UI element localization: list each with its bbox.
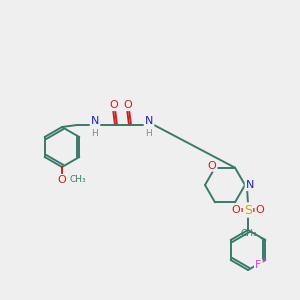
Text: N: N bbox=[246, 180, 254, 190]
Text: O: O bbox=[208, 161, 216, 171]
Text: O: O bbox=[110, 100, 118, 110]
Text: O: O bbox=[58, 175, 66, 185]
Text: N: N bbox=[91, 116, 99, 126]
Text: S: S bbox=[244, 203, 252, 217]
Text: H: H bbox=[146, 129, 152, 138]
Text: O: O bbox=[232, 205, 240, 215]
Text: N: N bbox=[145, 116, 153, 126]
Text: O: O bbox=[256, 205, 264, 215]
Text: H: H bbox=[92, 129, 98, 138]
Text: F: F bbox=[255, 260, 262, 270]
Text: CH₃: CH₃ bbox=[241, 230, 257, 238]
Text: CH₃: CH₃ bbox=[69, 176, 85, 184]
Text: O: O bbox=[124, 100, 132, 110]
